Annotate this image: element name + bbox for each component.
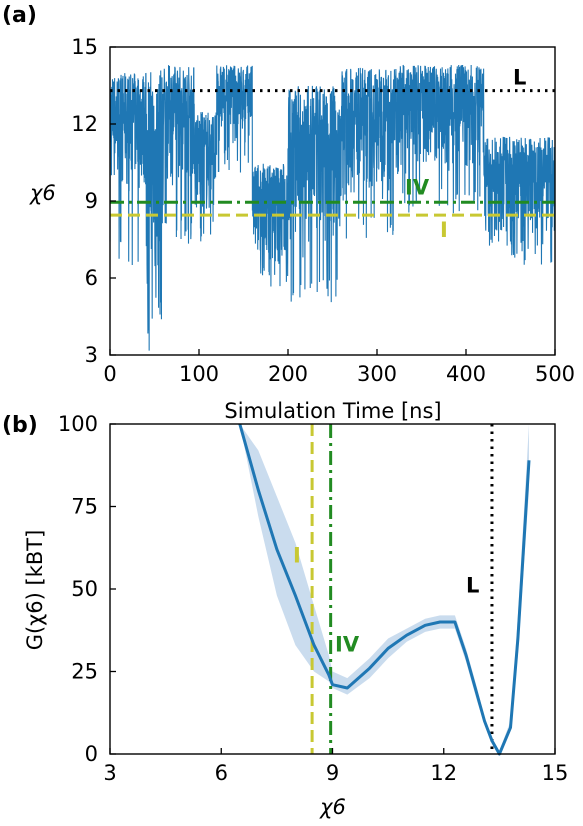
ref-line-label-l: L [466,573,479,597]
y-tick-label: 0 [85,742,98,766]
x-tick-label: 0 [103,362,116,386]
panel-b-reference-lines: L IV I [293,424,494,754]
panel-b-free-energy-curve [238,423,531,756]
x-tick-label: 12 [430,761,457,785]
ref-line-label-i: I [293,544,301,568]
x-tick-label: 500 [535,362,575,386]
y-tick-label: 75 [71,495,98,519]
panel-a-label: (a) [2,3,37,28]
panel-a-ticks: 0 100 200 300 400 500 3 6 9 12 15 [71,35,575,386]
y-tick-label: 12 [71,112,98,136]
panel-a-reference-lines: L IV I [110,66,555,242]
panel-b: L IV I 3 6 9 12 15 0 25 50 75 100 [58,412,568,785]
ref-line-label-iv: IV [335,633,360,657]
ref-line-label-iv: IV [405,175,430,199]
panel-b-label: (b) [2,413,38,438]
panel-b-ticks: 3 6 9 12 15 0 25 50 75 100 [58,412,568,785]
y-tick-label: 25 [71,660,98,684]
panel-a-trace [109,64,556,351]
panel-b-xlabel: χ6 [319,795,346,819]
panel-a-ylabel: χ6 [29,181,56,205]
y-tick-label: 50 [71,577,98,601]
x-tick-label: 400 [446,362,486,386]
x-tick-label: 6 [215,761,228,785]
ref-line-label-i: I [440,218,448,242]
y-tick-label: 3 [85,343,98,367]
panel-a: L IV I 0 100 200 300 400 500 3 6 9 12 15 [71,35,575,386]
x-tick-label: 9 [326,761,339,785]
y-tick-label: 9 [85,189,98,213]
x-tick-label: 15 [542,761,569,785]
panel-a-xlabel: Simulation Time [ns] [224,399,441,423]
x-tick-label: 300 [357,362,397,386]
chi6-time-series [109,64,556,351]
y-tick-label: 100 [58,412,98,436]
uncertainty-band [239,424,530,754]
free-energy-line [238,423,531,756]
y-tick-label: 6 [85,266,98,290]
x-tick-label: 200 [268,362,308,386]
panel-b-error-band [239,424,530,754]
ref-line-label-l: L [513,66,526,90]
y-tick-label: 15 [71,35,98,59]
x-tick-label: 3 [103,761,116,785]
panel-b-ylabel: G(χ6) [kBT] [23,530,47,651]
panel-b-frame [109,423,556,755]
x-tick-label: 100 [179,362,219,386]
